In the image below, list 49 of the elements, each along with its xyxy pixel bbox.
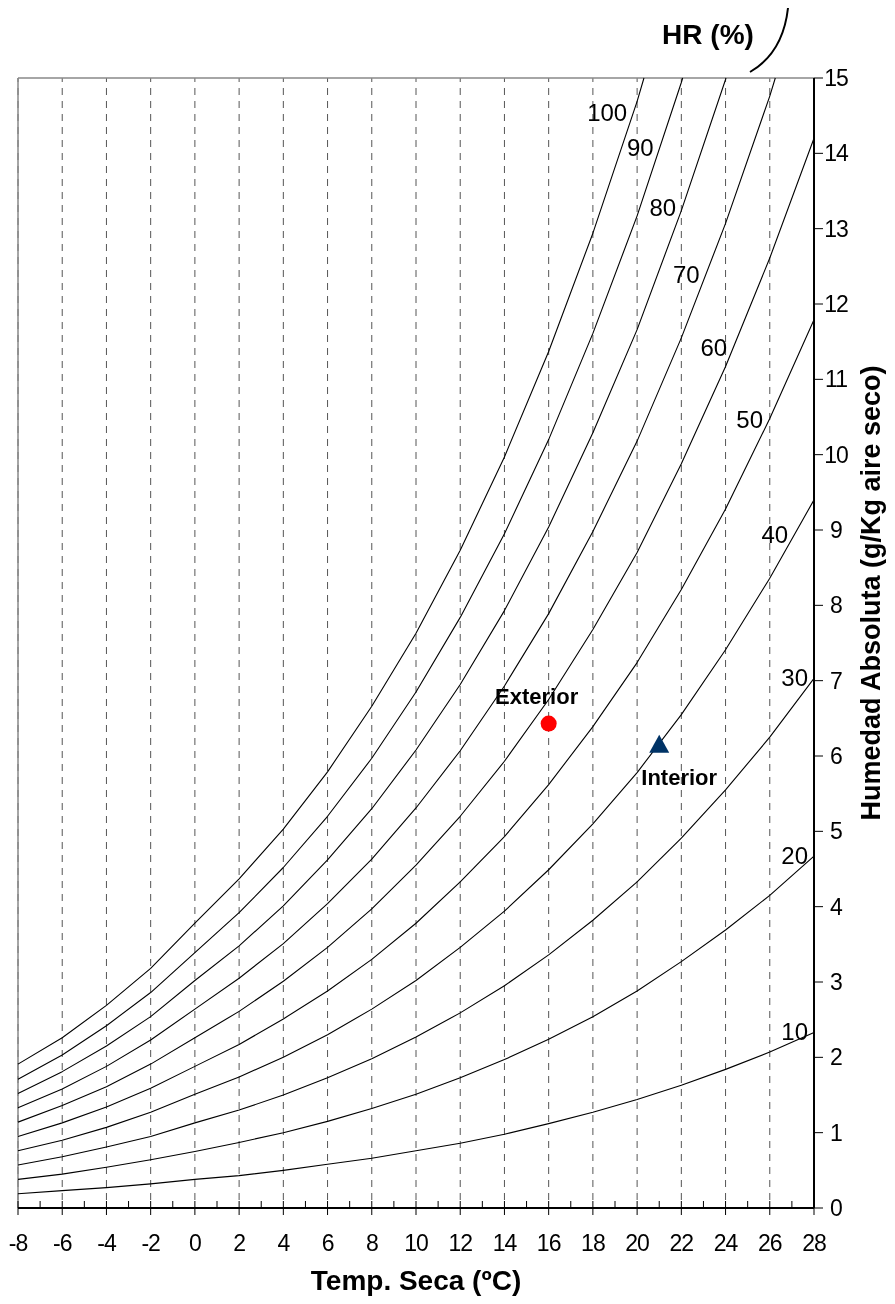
series-label: 90 [626, 134, 654, 161]
x-tick-label: 28 [802, 1230, 826, 1256]
y-tick-label: 0 [830, 1195, 843, 1221]
x-tick-label: 22 [669, 1230, 694, 1256]
x-tick-label: -8 [8, 1230, 28, 1256]
y-axis-title: Humedad Absoluta (g/Kg aire seco) [856, 365, 886, 821]
y-tick-label: 1 [830, 1119, 843, 1146]
y-tick-label: 2 [830, 1044, 843, 1071]
x-tick-label: 24 [713, 1230, 739, 1256]
x-tick-label: 12 [448, 1230, 473, 1256]
y-tick-label: 7 [830, 667, 843, 694]
x-tick-label: -6 [53, 1230, 72, 1256]
x-tick-label: -4 [97, 1230, 117, 1256]
x-tick-label: 18 [581, 1230, 605, 1256]
x-tick-label: 0 [188, 1230, 201, 1256]
y-tick-label: 4 [830, 893, 844, 920]
y-tick-label: 6 [830, 743, 843, 769]
series-label: 80 [649, 194, 677, 221]
y-tick-label: 3 [830, 969, 843, 995]
series-label: 20 [781, 842, 808, 870]
x-tick-label: 8 [365, 1230, 378, 1256]
x-tick-label: 4 [277, 1230, 291, 1256]
y-tick-label: 12 [824, 291, 848, 317]
x-tick-label: -2 [141, 1230, 161, 1256]
legend-title: HR (%) [662, 19, 754, 50]
y-tick-label: 9 [830, 517, 843, 543]
x-tick-label: 2 [233, 1230, 246, 1256]
series-label: 60 [700, 334, 728, 361]
x-axis-title: Temp. Seca (ºC) [310, 1265, 522, 1296]
x-tick-label: 10 [404, 1230, 428, 1256]
x-tick-label: 20 [625, 1230, 650, 1256]
series-label: 50 [736, 406, 764, 433]
series-label: 70 [672, 261, 700, 288]
series-label: Interior [641, 764, 718, 790]
x-tick-label: 16 [536, 1230, 561, 1256]
x-tick-label: 14 [492, 1230, 518, 1256]
y-tick-label: 5 [830, 818, 843, 845]
series-label: 30 [781, 664, 808, 692]
series-label: 40 [761, 521, 789, 548]
series-label: 10 [781, 1018, 808, 1046]
series-label: 100 [587, 99, 628, 126]
y-tick-label: 15 [824, 65, 848, 91]
y-tick-label: 8 [830, 592, 843, 619]
y-tick-label: 14 [824, 140, 849, 167]
y-tick-label: 11 [825, 366, 848, 393]
y-tick-label: 13 [824, 215, 848, 242]
x-tick-label: 26 [757, 1230, 782, 1256]
y-tick-label: 10 [824, 441, 848, 468]
x-tick-label: 6 [321, 1230, 334, 1256]
